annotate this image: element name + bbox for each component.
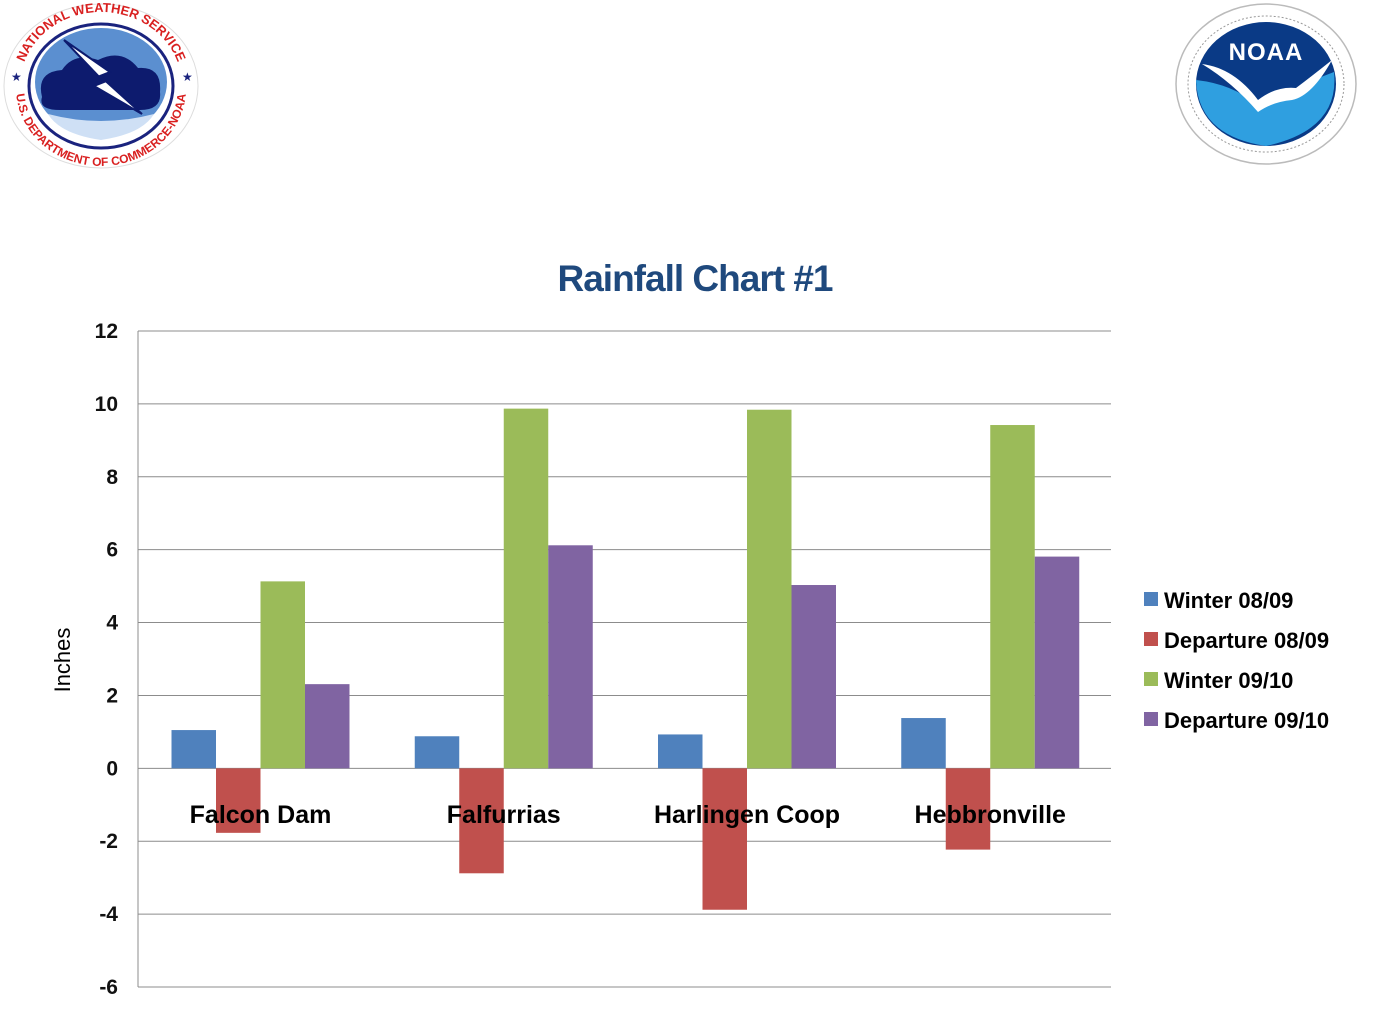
bar [1034,556,1080,769]
bar [305,684,350,769]
legend: Winter 08/09 Departure 08/09 Winter 09/10 D… [1144,588,1329,733]
bar [791,585,836,769]
y-tick-label: 12 [95,320,118,343]
svg-text:★: ★ [11,70,22,84]
x-category-label: Falcon Dam [190,801,332,829]
bar [459,768,504,874]
y-tick-label: 8 [106,466,118,489]
y-tick-label: 0 [106,757,118,780]
bar [990,425,1035,769]
bar [747,409,792,769]
bar [171,730,216,769]
bar [702,768,747,910]
bars [171,408,1080,910]
y-tick-label: -4 [99,903,118,926]
nws-logo: NATIONAL WEATHER SERVICE U.S. DEPARTMENT… [3,2,199,169]
bar [945,768,991,850]
y-axis-label: Inches [50,628,75,693]
legend-swatch [1144,592,1158,606]
legend-swatch [1144,672,1158,686]
category-labels: Falcon Dam Falfurrias Harlingen Coop Hebbro… [190,801,1066,829]
y-tick-label: -2 [99,830,118,853]
chart-title: Rainfall Chart #1 [557,258,834,299]
legend-label: Departure 09/10 [1164,708,1329,733]
bar [901,718,946,769]
bar [216,768,261,833]
x-category-label: Harlingen Coop [654,801,840,829]
legend-label: Winter 08/09 [1164,588,1293,613]
y-tick-label: -6 [99,976,118,999]
y-axis-ticks: 12 10 8 6 4 2 0 -2 -4 -6 [95,320,119,999]
svg-text:★: ★ [182,70,193,84]
noaa-logo: NOAA [1175,3,1357,165]
y-tick-label: 6 [106,539,118,562]
bar [414,736,460,769]
y-tick-label: 4 [106,612,118,635]
y-tick-label: 10 [95,393,118,416]
bar [260,581,305,769]
bar [658,734,703,769]
x-category-label: Hebbronville [915,801,1067,829]
y-tick-label: 2 [106,684,118,707]
legend-label: Winter 09/10 [1164,668,1293,693]
bar [548,545,593,769]
noaa-text: NOAA [1229,39,1304,66]
legend-swatch [1144,712,1158,726]
x-category-label: Falfurrias [447,801,561,829]
legend-label: Departure 08/09 [1164,628,1329,653]
legend-swatch [1144,632,1158,646]
bar [503,408,549,769]
